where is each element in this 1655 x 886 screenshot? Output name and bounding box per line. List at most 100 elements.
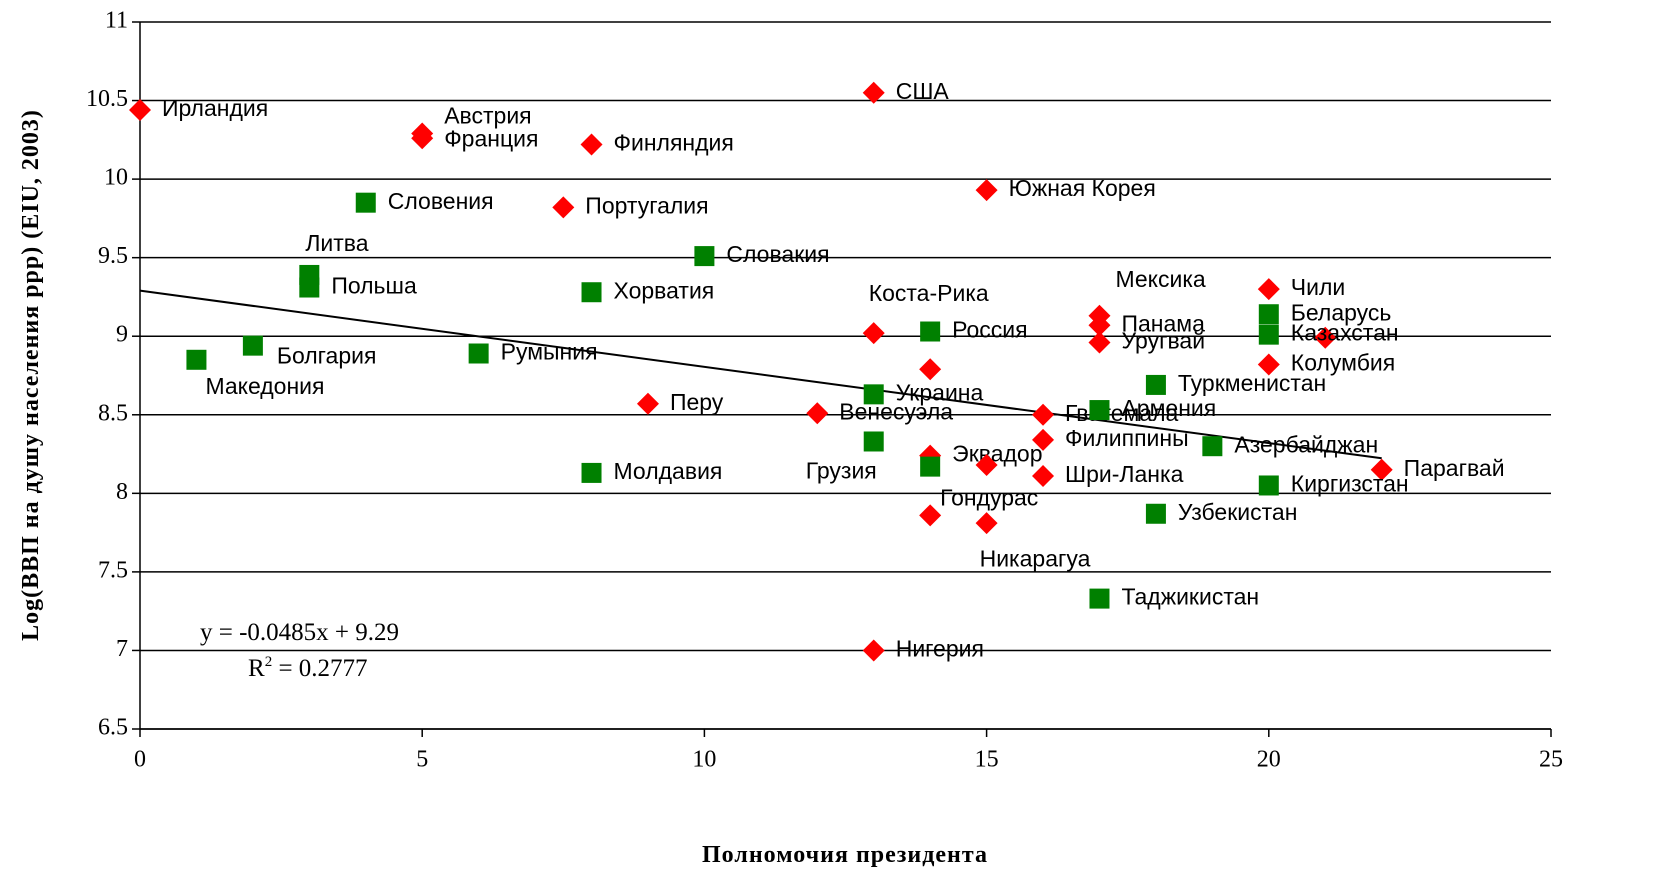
point-label: Франция xyxy=(444,125,538,151)
point xyxy=(1089,588,1110,609)
r2-part: = 0.2777 xyxy=(272,655,367,682)
point xyxy=(1258,475,1279,496)
point xyxy=(1202,436,1223,457)
point-label: Румыния xyxy=(501,339,598,365)
point xyxy=(580,133,603,156)
point xyxy=(975,454,998,477)
point xyxy=(920,456,941,477)
point-label: Македония xyxy=(205,373,324,399)
point xyxy=(919,504,942,527)
point-label: Грузия xyxy=(806,458,877,484)
x-tick-label: 10 xyxy=(692,747,716,773)
r2-part: 2 xyxy=(265,654,273,670)
point-label: Португалия xyxy=(585,192,708,218)
point xyxy=(299,277,320,298)
point xyxy=(636,392,659,415)
point xyxy=(1145,374,1166,395)
point-label: Беларусь xyxy=(1291,299,1392,325)
point xyxy=(1089,400,1110,421)
point-label: Казахстан xyxy=(1291,320,1399,346)
point xyxy=(468,343,489,364)
point-label: Польша xyxy=(331,273,417,299)
point xyxy=(411,127,434,150)
point-label: Литва xyxy=(305,230,368,256)
point xyxy=(1145,503,1166,524)
y-tick-label: 10 xyxy=(104,165,128,191)
point xyxy=(862,639,885,662)
x-tick-label: 25 xyxy=(1539,747,1563,773)
point xyxy=(355,192,376,213)
y-axis-title: Log(ВВП на душу населения ppp) (EIU, 200… xyxy=(18,109,44,641)
point-label: Финляндия xyxy=(614,130,734,156)
y-tick-label: 9.5 xyxy=(98,243,128,269)
point-label: Никарагуа xyxy=(980,545,1091,571)
x-tick-label: 20 xyxy=(1257,747,1281,773)
point-label: Гватемала xyxy=(1065,400,1179,426)
point-label: Киргизстан xyxy=(1291,471,1409,497)
point-label: Украина xyxy=(896,379,984,405)
point xyxy=(1257,278,1280,301)
point-label: Колумбия xyxy=(1291,350,1395,376)
y-tick-label: 8 xyxy=(116,479,128,505)
point xyxy=(1257,353,1280,376)
point-label: Шри-Ланка xyxy=(1065,461,1184,487)
x-tick-label: 15 xyxy=(975,747,999,773)
point-label: Уругвай xyxy=(1121,328,1205,354)
point-label: Нигерия xyxy=(896,636,984,662)
point xyxy=(581,462,602,483)
y-tick-label: 11 xyxy=(105,8,128,34)
point-label: Словения xyxy=(388,188,494,214)
point xyxy=(1370,458,1393,481)
point-label: Болгария xyxy=(277,343,377,369)
point-label: Мексика xyxy=(1115,266,1205,292)
r-squared: R2 = 0.2777 xyxy=(248,654,368,682)
y-tick-label: 10.5 xyxy=(86,86,128,112)
point xyxy=(581,282,602,303)
y-tick-label: 9 xyxy=(116,322,128,348)
point xyxy=(1032,403,1055,426)
point-label: Россия xyxy=(952,317,1027,343)
point xyxy=(552,196,575,219)
point-label: Австрия xyxy=(444,103,531,129)
point xyxy=(1258,324,1279,345)
point-label: Гондурас xyxy=(940,484,1038,510)
point xyxy=(1258,304,1279,325)
point xyxy=(1032,465,1055,488)
point-label: Словакия xyxy=(726,241,829,267)
point-label: Перу xyxy=(670,389,724,415)
point xyxy=(975,512,998,535)
point xyxy=(1032,428,1055,451)
point xyxy=(862,322,885,345)
point-label: Азербайджан xyxy=(1234,431,1378,457)
point-label: Южная Корея xyxy=(1009,175,1156,201)
point-label: США xyxy=(896,78,950,104)
point xyxy=(862,81,885,104)
y-tick-label: 7 xyxy=(116,636,128,662)
point-label: Коста-Рика xyxy=(869,280,989,306)
point-label: Венесуэла xyxy=(839,398,953,424)
trendline xyxy=(139,289,1382,460)
point xyxy=(920,321,941,342)
r2-part: R xyxy=(248,655,265,682)
point-label: Парагвай xyxy=(1404,455,1505,481)
point xyxy=(1314,326,1337,349)
x-axis-title: Полномочия президента xyxy=(702,842,988,868)
point xyxy=(694,246,715,267)
point xyxy=(975,179,998,202)
point-label: Хорватия xyxy=(614,277,715,303)
point-label: Чили xyxy=(1291,274,1345,300)
point xyxy=(1088,314,1111,337)
y-tick-label: 8.5 xyxy=(98,400,128,426)
x-tick-label: 0 xyxy=(134,747,146,773)
point-label: Узбекистан xyxy=(1178,499,1298,525)
trend-equation: y = -0.0485x + 9.29 xyxy=(200,619,399,646)
point xyxy=(919,358,942,381)
point xyxy=(129,98,151,121)
point xyxy=(242,335,263,356)
point-label: Эквадор xyxy=(952,441,1042,467)
y-tick-label: 6.5 xyxy=(98,715,128,741)
point-label: Молдавия xyxy=(614,458,723,484)
point-label: Панама xyxy=(1121,310,1205,336)
point xyxy=(1088,331,1111,354)
